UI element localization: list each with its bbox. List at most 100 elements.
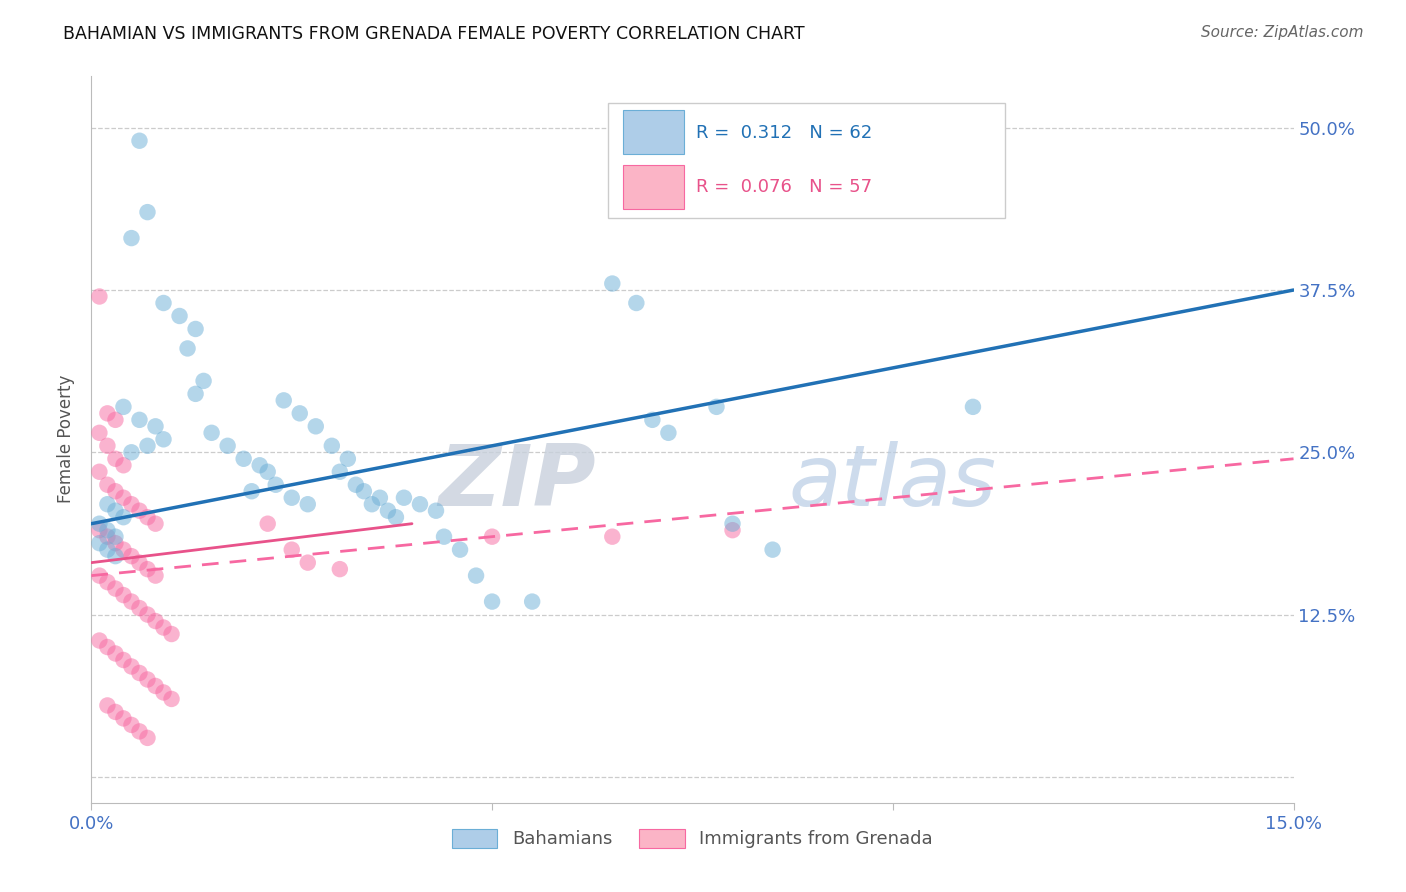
Point: [152, 433, 174, 447]
Point: [104, 536, 127, 550]
Point: [184, 322, 207, 336]
Point: [136, 731, 159, 745]
Point: [121, 594, 143, 608]
Point: [96, 640, 118, 654]
Point: [89, 568, 111, 582]
Point: [321, 439, 343, 453]
Point: [96, 439, 118, 453]
Point: [104, 413, 127, 427]
Point: [104, 504, 127, 518]
Point: [184, 387, 207, 401]
Point: [368, 491, 391, 505]
Point: [385, 510, 408, 524]
Point: [256, 516, 278, 531]
Point: [112, 400, 135, 414]
Point: [433, 530, 456, 544]
Point: [392, 491, 415, 505]
Point: [121, 497, 143, 511]
Point: [121, 718, 143, 732]
Point: [112, 653, 135, 667]
Point: [344, 477, 367, 491]
Point: [96, 530, 118, 544]
Point: [409, 497, 432, 511]
Point: [104, 705, 127, 719]
Point: [104, 530, 127, 544]
Point: [89, 516, 111, 531]
Point: [136, 562, 159, 576]
Point: [96, 477, 118, 491]
Point: [360, 497, 382, 511]
Point: [121, 445, 143, 459]
Point: [297, 556, 319, 570]
Point: [128, 724, 150, 739]
Point: [962, 400, 984, 414]
Point: [89, 523, 111, 537]
Point: [273, 393, 295, 408]
Point: [112, 458, 135, 473]
Point: [657, 425, 679, 440]
Point: [288, 406, 311, 420]
Point: [721, 523, 744, 537]
Point: [641, 413, 664, 427]
Point: [112, 711, 135, 725]
Point: [96, 497, 118, 511]
Point: [104, 484, 127, 499]
Point: [481, 530, 503, 544]
Point: [193, 374, 215, 388]
Point: [201, 425, 224, 440]
Y-axis label: Female Poverty: Female Poverty: [58, 376, 76, 503]
Point: [96, 542, 118, 557]
Point: [112, 491, 135, 505]
Point: [145, 614, 167, 628]
Point: [160, 627, 183, 641]
Legend: Bahamians, Immigrants from Grenada: Bahamians, Immigrants from Grenada: [446, 822, 939, 855]
Text: R =  0.076   N = 57: R = 0.076 N = 57: [696, 178, 872, 196]
Point: [160, 692, 183, 706]
Point: [128, 134, 150, 148]
Point: [336, 451, 359, 466]
Point: [104, 549, 127, 563]
Text: BAHAMIAN VS IMMIGRANTS FROM GRENADA FEMALE POVERTY CORRELATION CHART: BAHAMIAN VS IMMIGRANTS FROM GRENADA FEMA…: [63, 25, 804, 43]
Point: [449, 542, 471, 557]
Point: [706, 400, 728, 414]
Point: [89, 536, 111, 550]
Point: [217, 439, 239, 453]
Point: [136, 607, 159, 622]
Point: [152, 621, 174, 635]
Text: R =  0.312   N = 62: R = 0.312 N = 62: [696, 123, 872, 142]
Point: [329, 562, 352, 576]
Point: [96, 698, 118, 713]
Point: [169, 309, 191, 323]
Point: [721, 516, 744, 531]
Point: [626, 296, 648, 310]
Point: [232, 451, 254, 466]
FancyBboxPatch shape: [609, 103, 1005, 218]
Point: [128, 504, 150, 518]
Point: [89, 289, 111, 303]
Point: [240, 484, 263, 499]
Point: [762, 542, 785, 557]
Point: [96, 406, 118, 420]
Point: [145, 516, 167, 531]
Point: [465, 568, 488, 582]
Point: [602, 530, 624, 544]
Point: [353, 484, 375, 499]
Point: [136, 205, 159, 219]
Point: [136, 439, 159, 453]
Point: [112, 588, 135, 602]
Point: [128, 601, 150, 615]
Point: [104, 451, 127, 466]
Text: atlas: atlas: [789, 442, 997, 524]
Point: [176, 342, 198, 356]
Point: [128, 413, 150, 427]
FancyBboxPatch shape: [623, 110, 685, 154]
Point: [377, 504, 399, 518]
Point: [425, 504, 447, 518]
Point: [152, 685, 174, 699]
Point: [249, 458, 271, 473]
Point: [281, 491, 304, 505]
Point: [256, 465, 278, 479]
Point: [121, 231, 143, 245]
Point: [121, 659, 143, 673]
FancyBboxPatch shape: [623, 164, 685, 209]
